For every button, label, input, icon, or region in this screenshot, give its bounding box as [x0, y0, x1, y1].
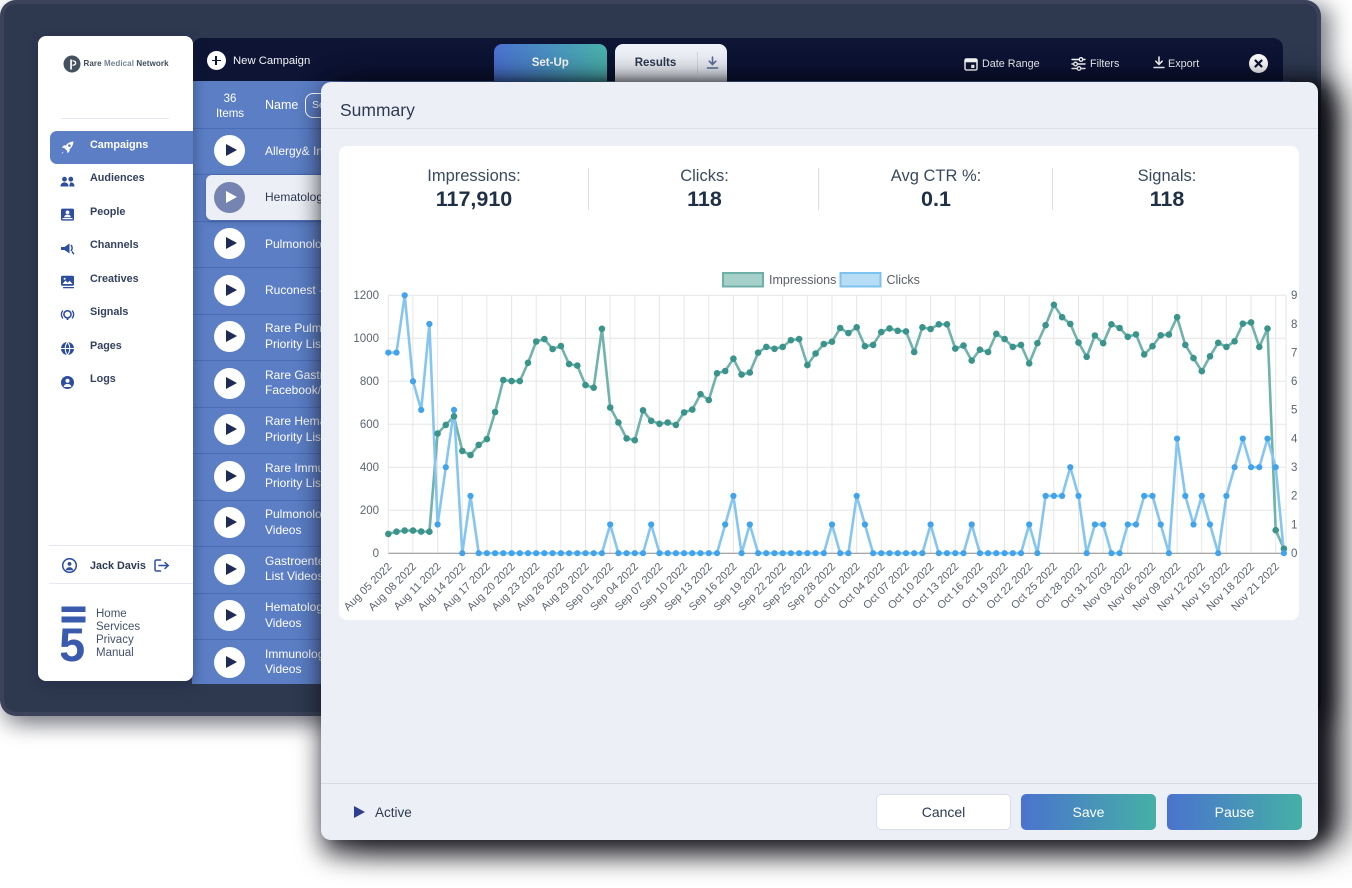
svg-text:1200: 1200 — [353, 290, 379, 302]
svg-text:2: 2 — [1291, 491, 1297, 503]
svg-text:0: 0 — [373, 548, 379, 560]
svg-text:1000: 1000 — [353, 333, 379, 345]
svg-text:3: 3 — [1291, 462, 1297, 474]
svg-text:5: 5 — [61, 618, 85, 662]
svg-text:600: 600 — [360, 419, 379, 431]
svg-text:1: 1 — [1291, 519, 1297, 531]
svg-text:0: 0 — [1291, 548, 1297, 560]
svg-text:6: 6 — [1291, 376, 1297, 388]
svg-text:8: 8 — [1291, 319, 1297, 331]
svg-text:Clicks: Clicks — [887, 273, 920, 287]
svg-text:400: 400 — [360, 462, 379, 474]
svg-text:800: 800 — [360, 376, 379, 388]
svg-text:5: 5 — [1291, 405, 1297, 417]
svg-text:200: 200 — [360, 505, 379, 517]
svg-text:9: 9 — [1291, 290, 1297, 302]
svg-text:Impressions: Impressions — [769, 273, 836, 287]
svg-text:4: 4 — [1291, 433, 1298, 445]
svg-text:7: 7 — [1291, 347, 1297, 359]
